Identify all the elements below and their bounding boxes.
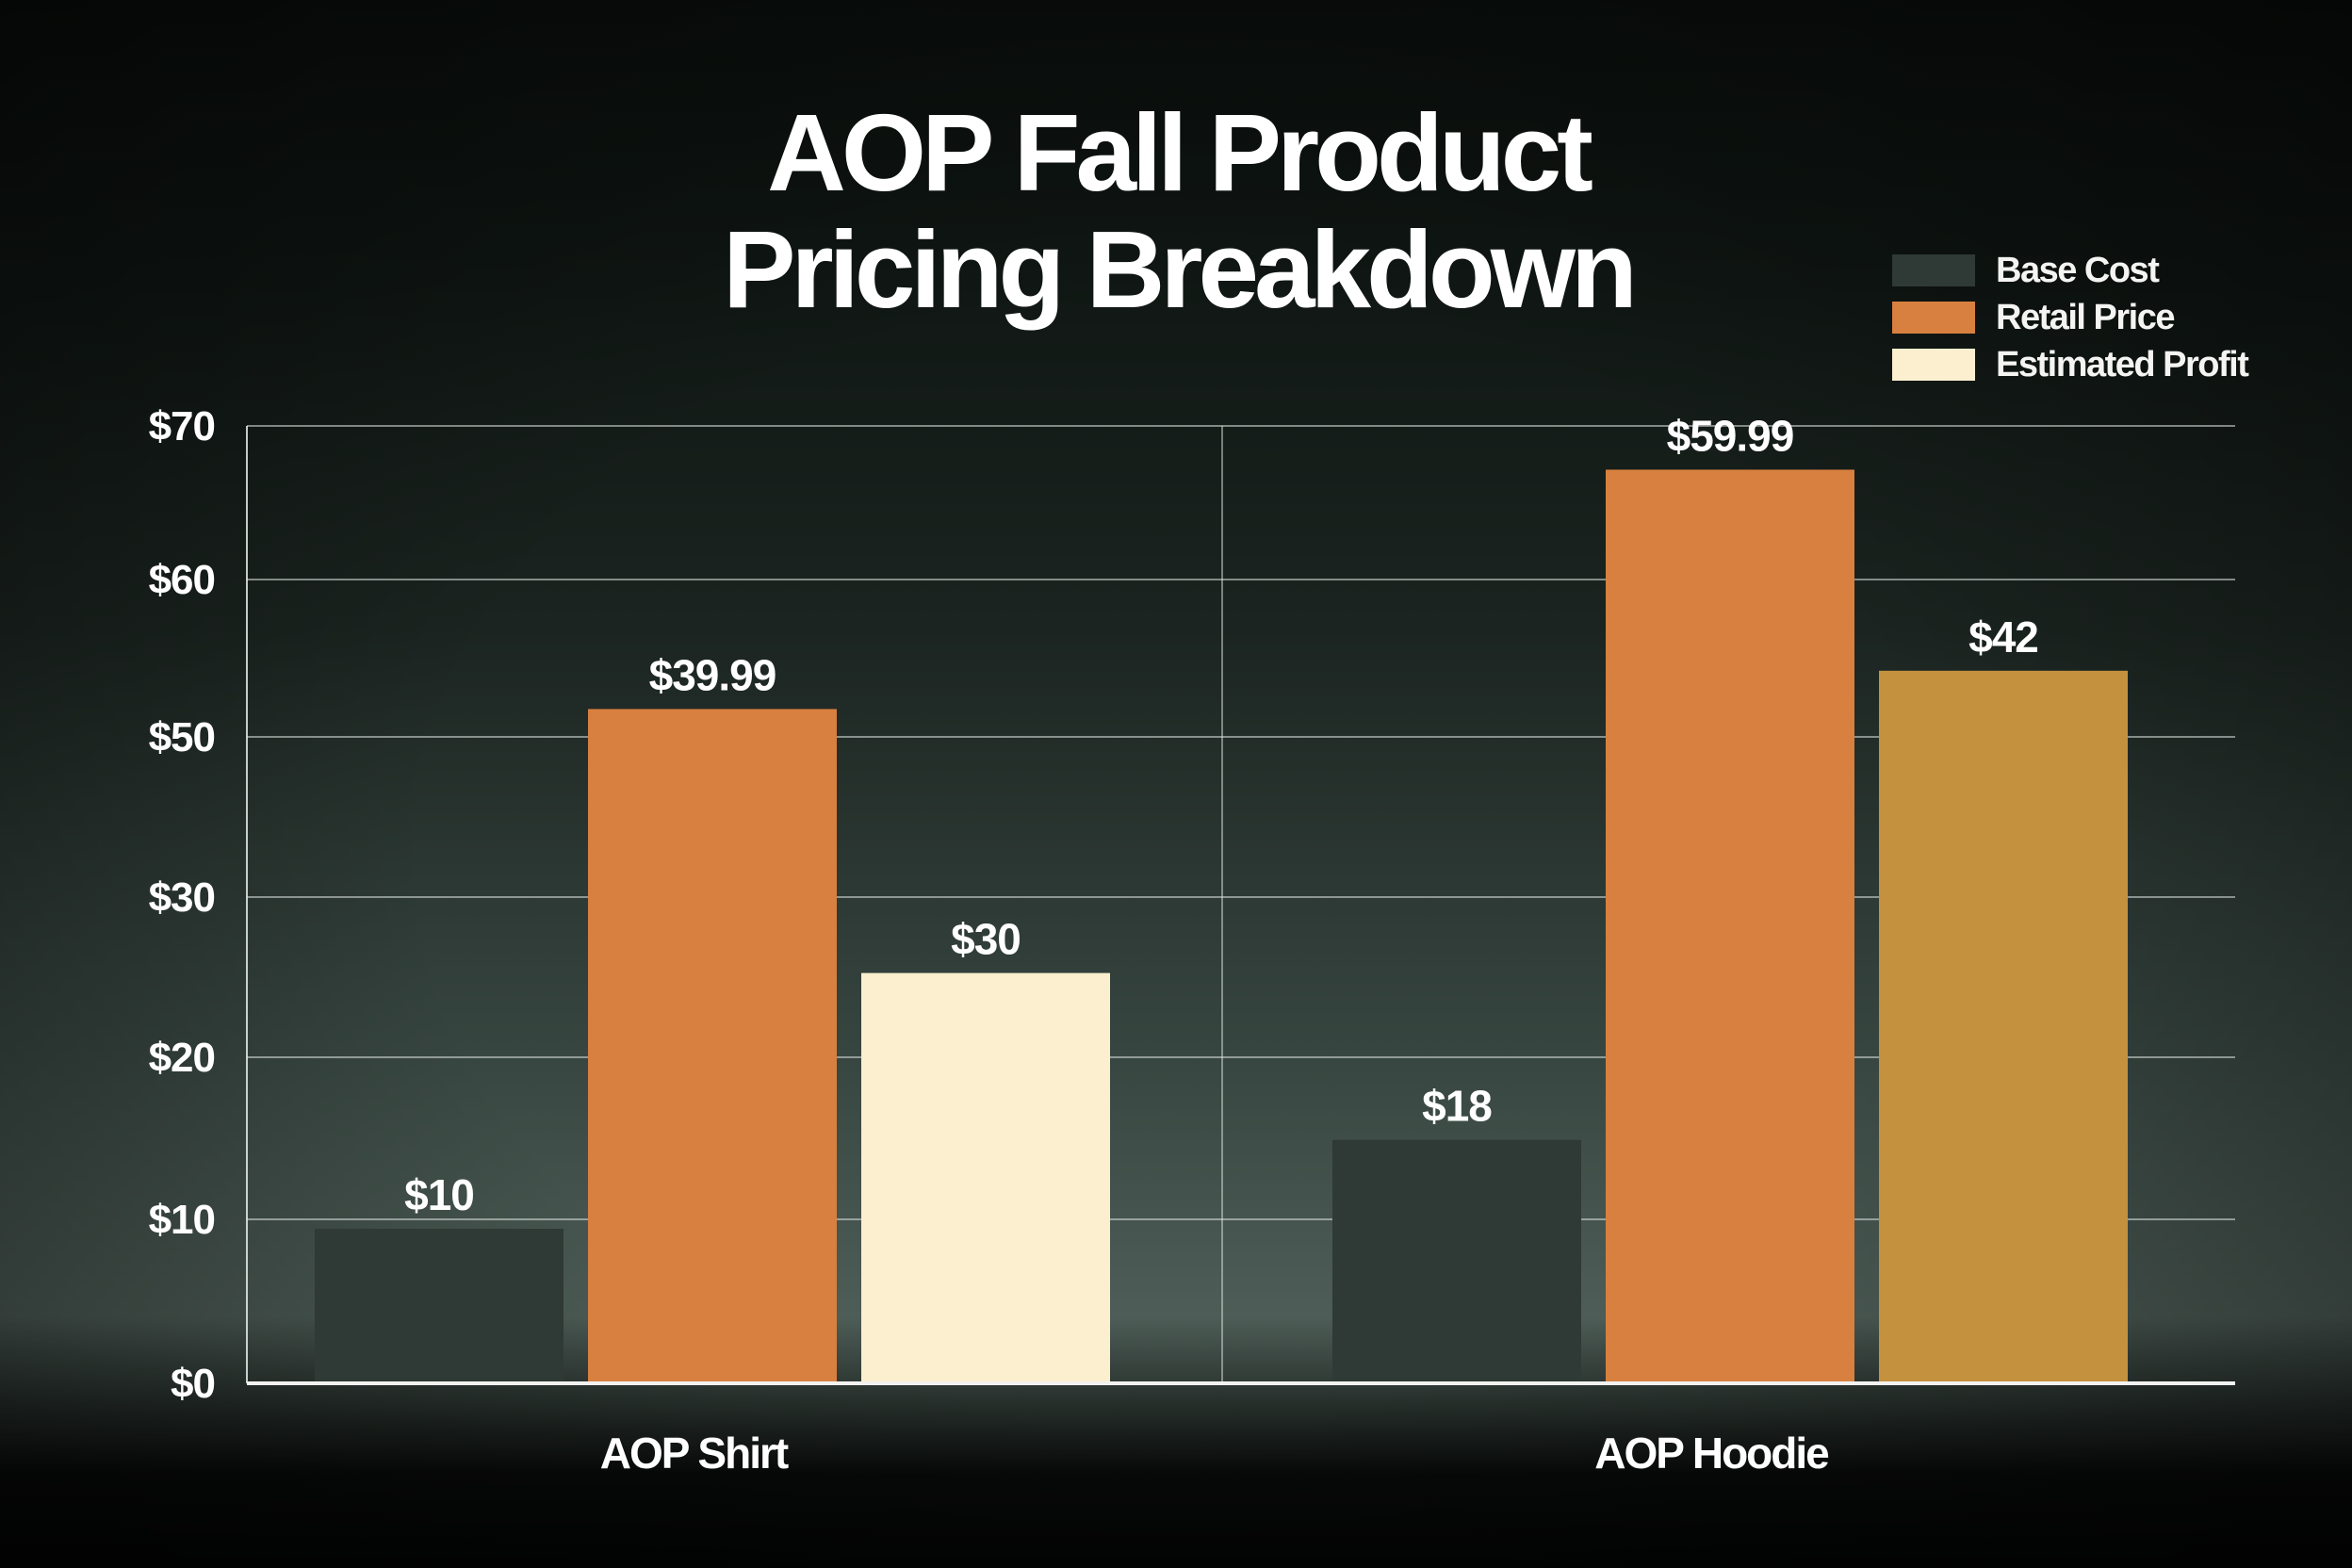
data-labels: $10 $39.99 $30 $18 $59.99 $42 <box>404 411 2039 1219</box>
y-tick-label: $20 <box>149 1035 215 1081</box>
data-label: $18 <box>1422 1082 1492 1131</box>
y-axis-ticks: $0 $10 $20 $30 $50 $60 $70 <box>149 403 216 1407</box>
bar-estimated-profit-aop-shirt <box>861 972 1110 1383</box>
bar-base-cost-aop-hoodie <box>1332 1139 1581 1383</box>
legend: Base Cost Retail Price Estimated Profit <box>1892 247 2249 388</box>
legend-swatch-retail-price <box>1892 302 1975 334</box>
x-axis-ticks: AOP Shirt AOP Hoodie <box>600 1429 1831 1478</box>
data-label: $42 <box>1968 612 2038 662</box>
data-label: $59.99 <box>1667 411 1794 460</box>
legend-swatch-estimated-profit <box>1892 349 1975 381</box>
legend-label-base-cost: Base Cost <box>1996 250 2160 290</box>
y-tick-label: $50 <box>149 714 215 760</box>
x-tick-label: AOP Hoodie <box>1594 1429 1829 1478</box>
y-tick-label: $60 <box>149 557 215 603</box>
y-tick-label: $0 <box>171 1361 215 1407</box>
data-label: $10 <box>404 1170 474 1219</box>
y-tick-label: $30 <box>149 874 215 921</box>
bar-retail-price-aop-shirt <box>588 709 837 1383</box>
legend-label-estimated-profit: Estimated Profit <box>1996 344 2249 384</box>
legend-swatch-base-cost <box>1892 254 1975 286</box>
chart-title: AOP Fall Product Pricing Breakdown <box>723 91 1638 331</box>
bar-base-cost-aop-shirt <box>315 1228 564 1383</box>
legend-item-retail-price: Retail Price <box>1892 294 2247 341</box>
legend-item-base-cost: Base Cost <box>1892 247 2247 294</box>
y-tick-label: $10 <box>149 1197 215 1243</box>
y-tick-label: $70 <box>149 403 215 449</box>
axes <box>246 426 2235 1385</box>
x-tick-label: AOP Shirt <box>600 1429 789 1478</box>
data-label: $30 <box>951 915 1021 964</box>
bars <box>315 469 2128 1384</box>
bar-estimated-profit-aop-hoodie <box>1879 670 2128 1383</box>
data-label: $39.99 <box>649 650 776 699</box>
legend-label-retail-price: Retail Price <box>1996 297 2176 337</box>
legend-item-estimated-profit: Estimated Profit <box>1892 341 2249 388</box>
bar-retail-price-aop-hoodie <box>1606 469 1854 1384</box>
